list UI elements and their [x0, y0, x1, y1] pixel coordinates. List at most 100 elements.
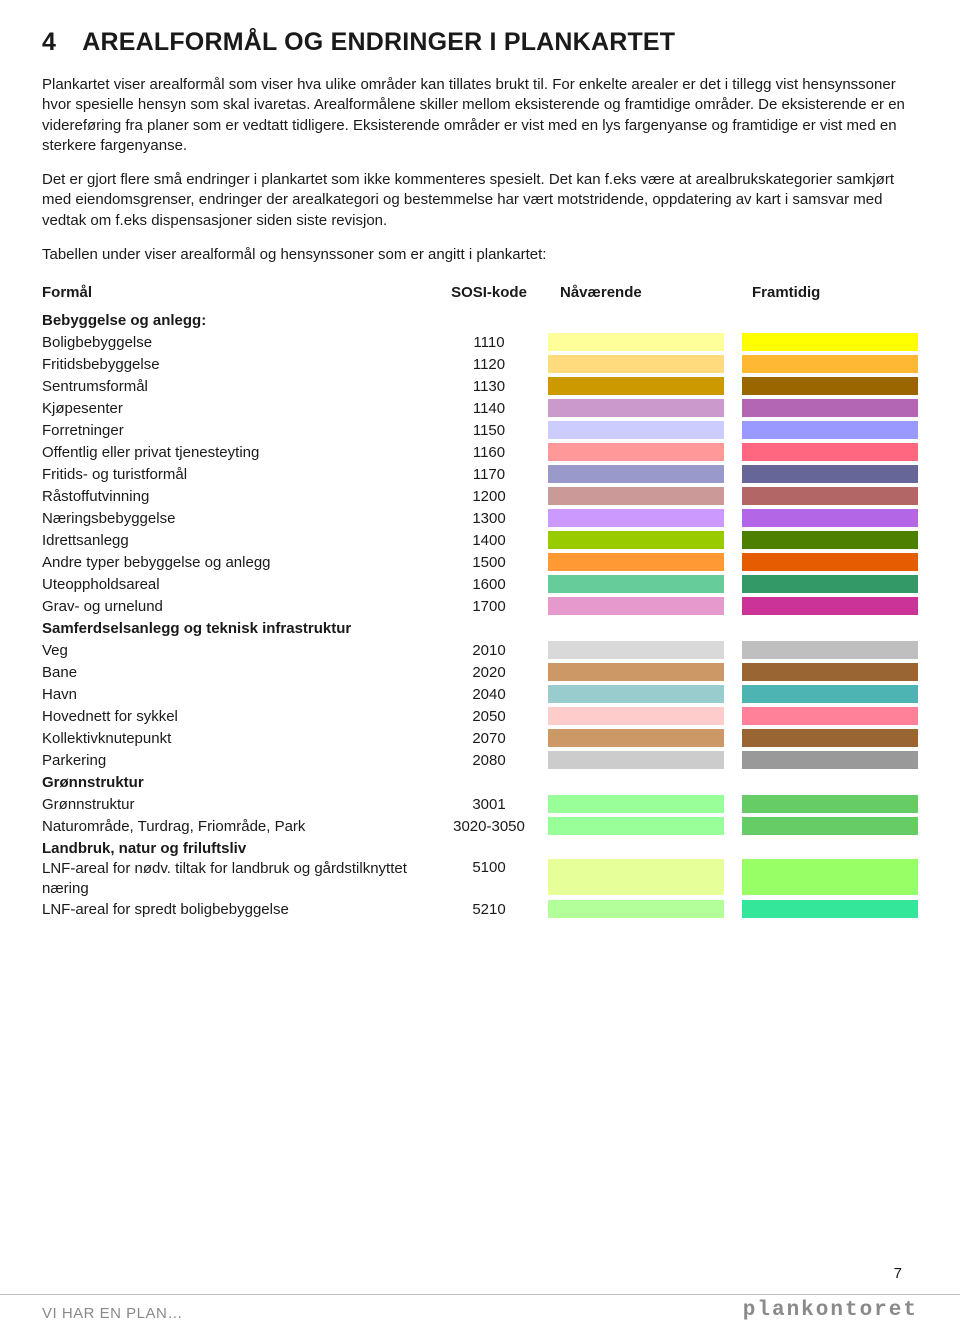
row-code: 2050 — [434, 708, 544, 725]
swatch-navaerende — [548, 421, 724, 439]
table-row: LNF-areal for nødv. tiltak for landbruk … — [42, 859, 918, 898]
table-row: Andre typer bebyggelse og anlegg1500 — [42, 551, 918, 573]
row-code: 1160 — [434, 444, 544, 461]
swatch-navaerende — [548, 597, 724, 615]
swatch-framtidig — [742, 377, 918, 395]
swatch-framtidig — [742, 751, 918, 769]
swatch-framtidig — [742, 355, 918, 373]
row-code: 1110 — [434, 334, 544, 351]
swatch-navaerende — [548, 553, 724, 571]
arealformal-table: Formål SOSI-kode Nåværende Framtidig Beb… — [42, 281, 918, 920]
swatch-framtidig — [742, 900, 918, 918]
row-label: Kjøpesenter — [42, 400, 434, 417]
swatch-navaerende — [548, 900, 724, 918]
row-code: 1170 — [434, 466, 544, 483]
section-heading: 4 AREALFORMÅL OG ENDRINGER I PLANKARTET — [42, 28, 918, 57]
swatch-framtidig — [742, 421, 918, 439]
table-header-row: Formål SOSI-kode Nåværende Framtidig — [42, 281, 918, 303]
row-label: Næringsbebyggelse — [42, 510, 434, 527]
table-row: Uteoppholdsareal1600 — [42, 573, 918, 595]
swatch-navaerende — [548, 641, 724, 659]
swatch-framtidig — [742, 531, 918, 549]
page-footer: VI HAR EN PLAN… plankontoret — [0, 1294, 960, 1322]
row-code: 1700 — [434, 598, 544, 615]
table-row: Fritids- og turistformål1170 — [42, 463, 918, 485]
swatch-navaerende — [548, 663, 724, 681]
row-label: Idrettsanlegg — [42, 532, 434, 549]
swatch-navaerende — [548, 399, 724, 417]
swatch-navaerende — [548, 333, 724, 351]
table-row: Grav- og urnelund1700 — [42, 595, 918, 617]
section-title: Grønnstruktur — [42, 774, 434, 791]
table-row: Bane2020 — [42, 661, 918, 683]
row-label: Fritids- og turistformål — [42, 466, 434, 483]
header-framtidig: Framtidig — [742, 284, 918, 301]
row-code: 1130 — [434, 378, 544, 395]
table-row: Kollektivknutepunkt2070 — [42, 727, 918, 749]
swatch-navaerende — [548, 355, 724, 373]
swatch-navaerende — [548, 729, 724, 747]
swatch-navaerende — [548, 487, 724, 505]
section-title-row: Landbruk, natur og friluftsliv — [42, 837, 918, 859]
swatch-navaerende — [548, 575, 724, 593]
swatch-framtidig — [742, 707, 918, 725]
section-title-row: Bebyggelse og anlegg: — [42, 309, 918, 331]
row-label: Sentrumsformål — [42, 378, 434, 395]
row-label: LNF-areal for nødv. tiltak for landbruk … — [42, 859, 434, 898]
row-label: Havn — [42, 686, 434, 703]
row-code: 2070 — [434, 730, 544, 747]
swatch-navaerende — [548, 817, 724, 835]
row-label: Veg — [42, 642, 434, 659]
swatch-framtidig — [742, 509, 918, 527]
row-code: 1200 — [434, 488, 544, 505]
table-row: Råstoffutvinning1200 — [42, 485, 918, 507]
footer-right: plankontoret — [743, 1299, 918, 1322]
row-code: 1120 — [434, 356, 544, 373]
row-code: 2020 — [434, 664, 544, 681]
swatch-framtidig — [742, 553, 918, 571]
row-label: Andre typer bebyggelse og anlegg — [42, 554, 434, 571]
row-label: Kollektivknutepunkt — [42, 730, 434, 747]
footer-left: VI HAR EN PLAN… — [42, 1305, 183, 1322]
swatch-navaerende — [548, 685, 724, 703]
swatch-framtidig — [742, 663, 918, 681]
row-label: Fritidsbebyggelse — [42, 356, 434, 373]
row-label: Parkering — [42, 752, 434, 769]
table-row: Grønnstruktur3001 — [42, 793, 918, 815]
table-row: Fritidsbebyggelse1120 — [42, 353, 918, 375]
row-label: Hovednett for sykkel — [42, 708, 434, 725]
row-code: 2080 — [434, 752, 544, 769]
swatch-navaerende — [548, 795, 724, 813]
row-code: 1150 — [434, 422, 544, 439]
page-number: 7 — [894, 1265, 902, 1282]
section-title: Landbruk, natur og friluftsliv — [42, 840, 434, 857]
row-label: Bane — [42, 664, 434, 681]
swatch-framtidig — [742, 465, 918, 483]
swatch-navaerende — [548, 531, 724, 549]
row-code: 1500 — [434, 554, 544, 571]
header-navaerende: Nåværende — [548, 284, 724, 301]
table-row: Forretninger1150 — [42, 419, 918, 441]
table-intro: Tabellen under viser arealformål og hens… — [42, 245, 918, 265]
swatch-framtidig — [742, 333, 918, 351]
row-code: 5100 — [434, 859, 544, 876]
swatch-framtidig — [742, 575, 918, 593]
table-row: Sentrumsformål1130 — [42, 375, 918, 397]
row-code: 3001 — [434, 796, 544, 813]
swatch-navaerende — [548, 377, 724, 395]
swatch-framtidig — [742, 685, 918, 703]
section-title: Bebyggelse og anlegg: — [42, 312, 434, 329]
row-code: 2010 — [434, 642, 544, 659]
table-row: Idrettsanlegg1400 — [42, 529, 918, 551]
row-label: Boligbebyggelse — [42, 334, 434, 351]
swatch-navaerende — [548, 859, 724, 895]
row-code: 1600 — [434, 576, 544, 593]
swatch-framtidig — [742, 399, 918, 417]
row-label: Offentlig eller privat tjenesteyting — [42, 444, 434, 461]
header-formal: Formål — [42, 284, 434, 301]
table-row: Parkering2080 — [42, 749, 918, 771]
swatch-navaerende — [548, 751, 724, 769]
swatch-navaerende — [548, 443, 724, 461]
row-label: Råstoffutvinning — [42, 488, 434, 505]
row-code: 5210 — [434, 901, 544, 918]
